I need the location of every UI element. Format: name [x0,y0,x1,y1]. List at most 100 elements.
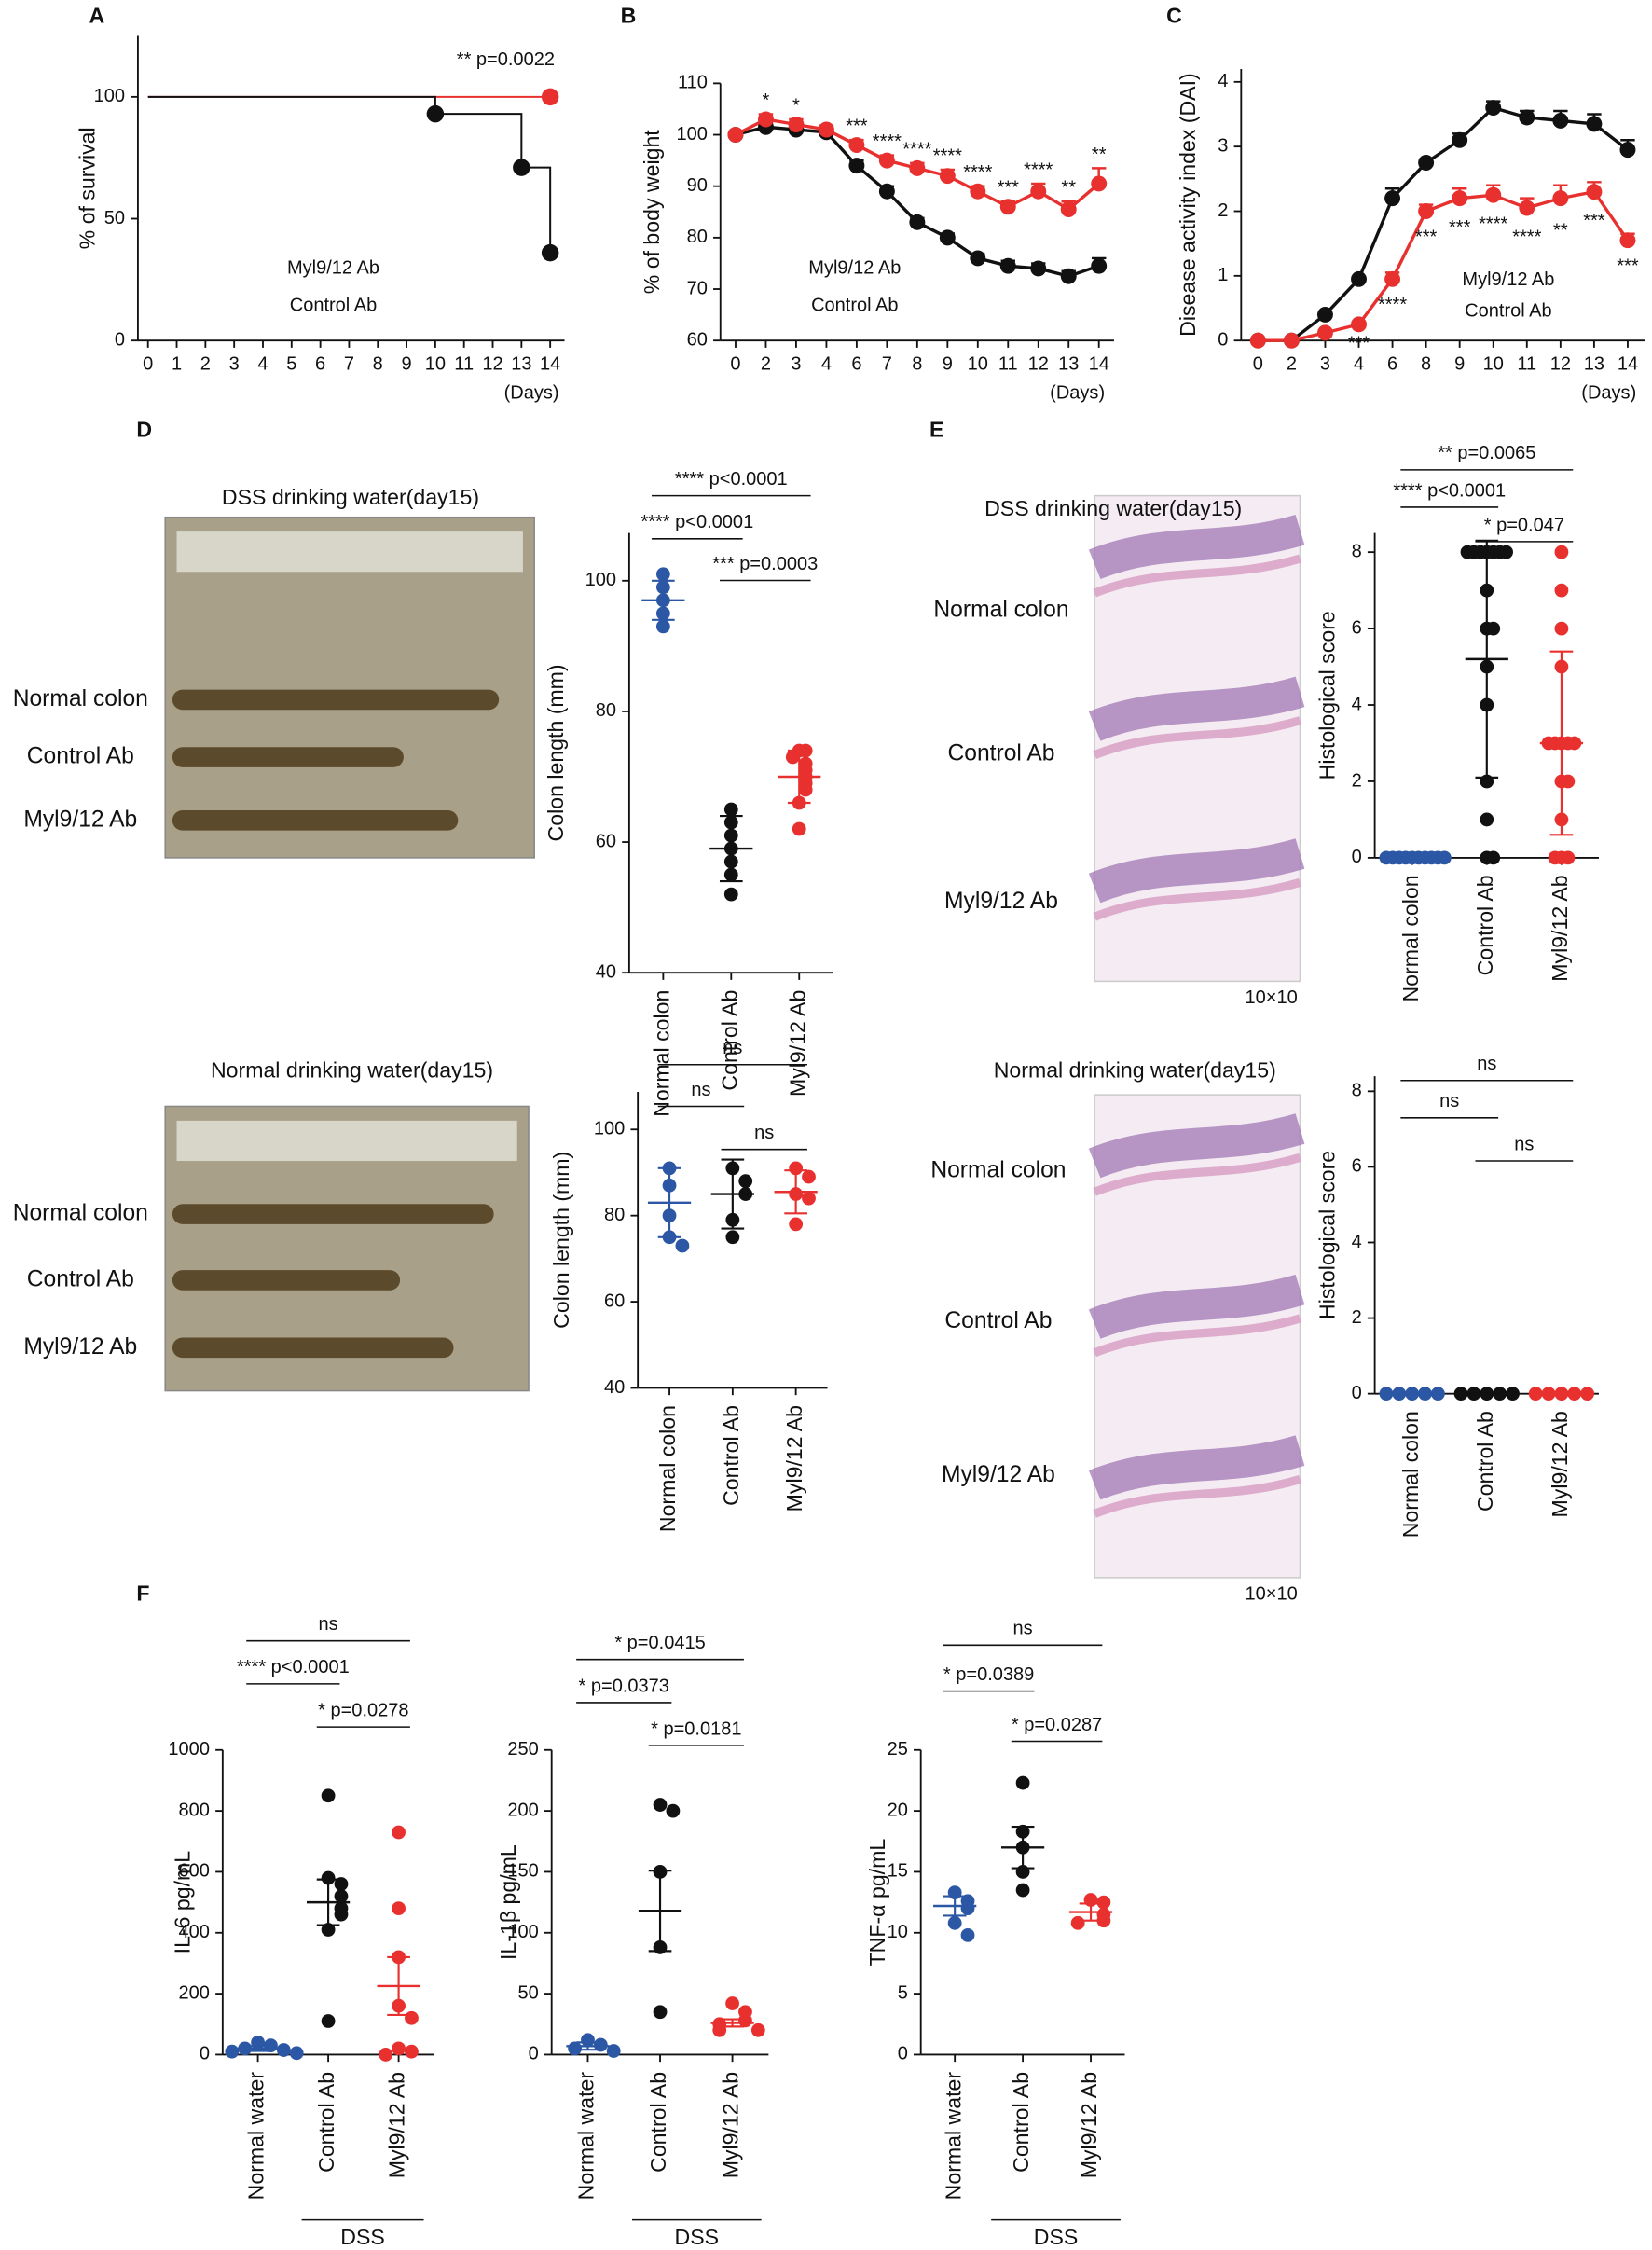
significance: *** [998,178,1020,199]
legend-entry: Myl9/12 Ab [287,257,379,278]
comparison-label: *** p=0.0003 [712,554,818,574]
data-point [379,2048,393,2062]
significance: **** [1512,227,1541,247]
significance: **** [1378,295,1407,315]
ruler [176,1120,517,1162]
data-point [1580,1387,1595,1401]
x-tick-label: Normal colon [655,1405,680,1532]
photo-row-label: Control Ab [27,744,134,769]
tissue-band [1088,838,1305,904]
x-tick-label: 3 [791,354,801,375]
y-tick-label: 2 [1218,200,1228,221]
photo-row-label: Normal colon [13,1201,148,1226]
data-point [1384,190,1401,207]
x-tick-label: 9 [401,354,411,375]
data-point [723,802,738,817]
y-tick-label: 100 [507,1922,538,1942]
x-tick-label: 14 [1089,354,1109,375]
y-tick-label: 100 [585,570,616,590]
x-tick-label: Control Ab [1473,875,1497,975]
data-point [1431,1387,1445,1401]
error-bar [1011,1826,1035,1870]
x-tick-label: 10 [425,354,446,375]
comparison-label: ns [1439,1091,1459,1111]
panel-letter: D [136,417,152,441]
photo-title: Normal drinking water(day15) [994,1058,1276,1083]
data-point [1096,1895,1111,1910]
x-tick-label: 8 [373,354,383,375]
x-tick-label: 12 [482,354,502,375]
data-point [1384,270,1401,287]
x-tick-label: 2 [761,354,771,375]
x-tick-label: 11 [998,354,1018,375]
survival-point [541,243,559,262]
y-tick-label: 10 [888,1922,908,1942]
error-bar [1475,539,1499,779]
photo-row-label: Myl9/12 Ab [23,1334,137,1360]
x-tick-label: Normal water [244,2072,268,2201]
x-tick-label: 14 [540,354,560,375]
data-point [1379,850,1394,865]
significance: * [763,90,770,111]
photo-title: DSS drinking water(day15) [984,496,1242,520]
y-tick-label: 80 [604,1205,625,1225]
data-point [848,137,865,154]
survival-point [426,104,445,123]
data-point [1030,183,1047,200]
data-point [727,127,744,144]
x-tick-label: Control Ab [646,2072,670,2173]
y-axis-label: IL-6 pg/mL [170,1851,194,1954]
data-point [1486,850,1501,865]
data-point [1519,109,1535,126]
error-bar [387,1955,410,2017]
photo-row-label: Myl9/12 Ab [944,889,1058,914]
data-point [334,1907,349,1922]
data-point [1015,1775,1030,1790]
x-tick-label: Myl9/12 Ab [1548,1411,1572,1517]
y-axis-label: % of survival [76,127,100,249]
y-tick-label: 1000 [168,1739,210,1760]
error-bar [316,1878,340,1926]
x-tick-label: 4 [257,354,268,375]
y-tick-label: 100 [594,1119,625,1139]
y-tick-label: 0 [1218,329,1228,350]
tissue-layer [1093,716,1301,759]
data-point [1351,270,1367,287]
y-tick-label: 20 [888,1800,908,1820]
error-bar [943,1895,967,1917]
y-tick-label: 3 [1218,135,1228,156]
error-bar [246,2045,269,2052]
ruler [176,531,523,573]
comparison-label: * p=0.0287 [1012,1715,1102,1735]
data-point [1499,545,1513,559]
y-tick-label: 6 [1352,617,1362,638]
data-point [1485,100,1502,117]
x-tick-label: 12 [1550,354,1571,375]
comparison-label: ns [691,1080,710,1100]
data-point [738,2013,752,2028]
comparison-label: * p=0.0278 [318,1700,408,1720]
data-point [738,1174,753,1189]
y-axis-label: Histological score [1315,1151,1339,1319]
x-tick-label: Control Ab [1473,1411,1497,1512]
data-point [939,168,956,185]
x-tick-label: Normal colon [649,990,673,1117]
photo-row-label: Normal colon [13,686,148,711]
data-point [947,1915,962,1930]
error-bar [1079,1902,1103,1922]
x-tick-label: Normal colon [1398,875,1423,1001]
x-tick-label: 3 [1320,354,1330,375]
data-point [1015,1883,1030,1898]
x-tick-label: 0 [1253,354,1263,375]
photo-title: DSS drinking water(day15) [222,485,479,509]
data-point [960,1901,975,1916]
significance: ** [1061,178,1076,199]
tissue-band [1088,514,1305,580]
x-tick-label: 10 [1483,354,1504,375]
error-bar [657,1166,681,1238]
y-tick-label: 150 [507,1861,538,1882]
significance: *** [846,116,868,136]
data-point [1554,583,1569,598]
data-point [818,121,834,138]
group-label: DSS [675,2225,720,2249]
